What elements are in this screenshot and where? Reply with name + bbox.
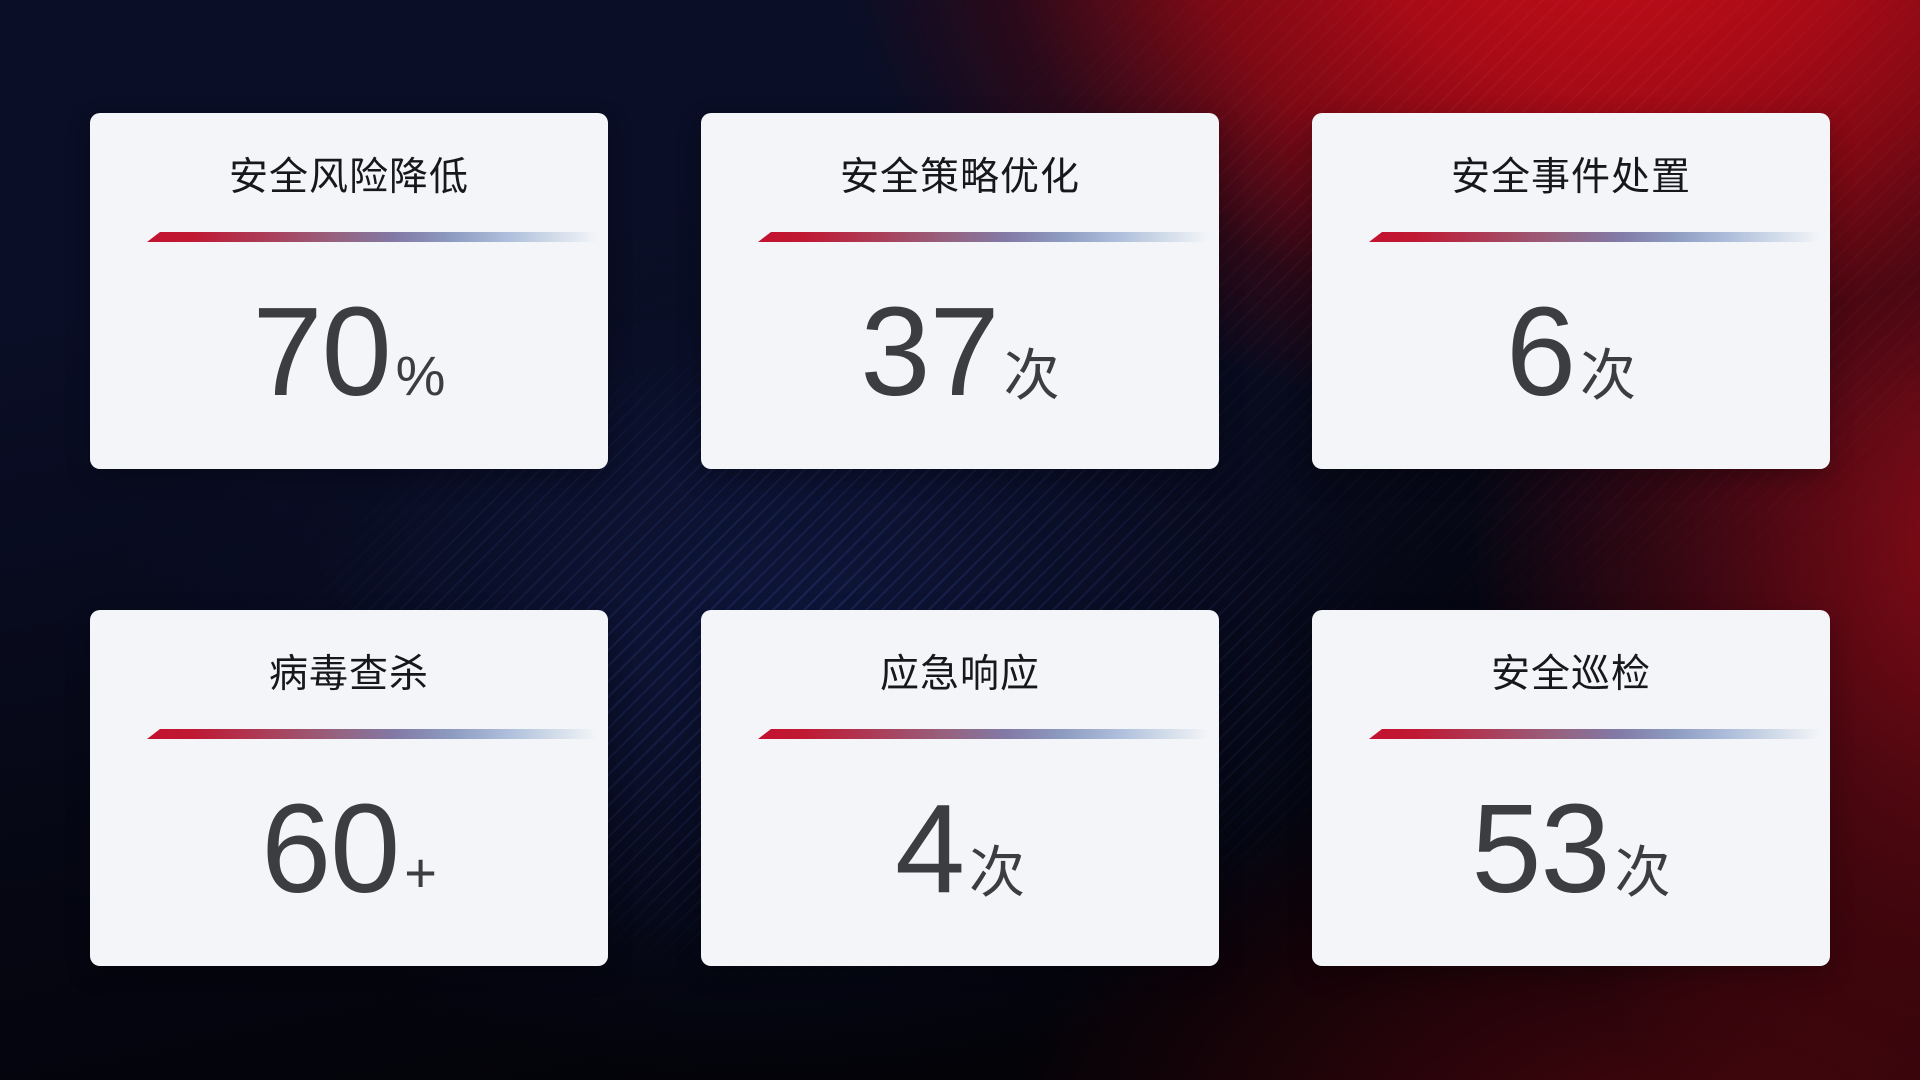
gradient-divider <box>147 232 597 242</box>
stat-value-suffix: 次 <box>1614 841 1671 904</box>
stat-value-row: 70 % <box>90 272 608 432</box>
gradient-divider <box>758 729 1208 739</box>
stat-value-suffix: 次 <box>969 841 1026 904</box>
stat-value: 6 <box>1505 281 1576 422</box>
stat-value: 4 <box>894 778 965 919</box>
stat-card-security-inspection: 安全巡检 53 次 <box>1312 610 1830 966</box>
gradient-divider <box>147 729 597 739</box>
stat-card-title: 应急响应 <box>879 653 1040 696</box>
stat-value-row: 60 + <box>90 769 608 929</box>
stat-card-policy-optimization: 安全策略优化 37 次 <box>701 113 1219 469</box>
stat-value-suffix: 次 <box>1580 344 1637 407</box>
gradient-divider <box>1369 232 1819 242</box>
gradient-divider <box>1369 729 1819 739</box>
stat-card-virus-scan: 病毒查杀 60 + <box>90 610 608 966</box>
stat-value-suffix: 次 <box>1003 344 1060 407</box>
stat-value: 37 <box>860 281 999 422</box>
stat-card-risk-reduction: 安全风险降低 70 % <box>90 113 608 469</box>
stat-value-row: 6 次 <box>1312 272 1830 432</box>
stat-card-emergency-response: 应急响应 4 次 <box>701 610 1219 966</box>
stat-card-title: 安全巡检 <box>1490 653 1651 696</box>
stat-card-title: 安全事件处置 <box>1450 156 1691 199</box>
stat-card-title: 病毒查杀 <box>268 653 429 696</box>
stat-card-title: 安全策略优化 <box>839 156 1080 199</box>
stat-card-incident-handling: 安全事件处置 6 次 <box>1312 113 1830 469</box>
stat-value: 70 <box>252 281 392 422</box>
stat-value-suffix: % <box>395 344 446 407</box>
stat-card-title: 安全风险降低 <box>228 156 469 199</box>
stat-value-suffix: + <box>404 841 437 904</box>
stat-value: 53 <box>1471 778 1610 919</box>
stat-value-row: 37 次 <box>701 272 1219 432</box>
gradient-divider <box>758 232 1208 242</box>
stat-value: 60 <box>261 778 400 919</box>
stat-value-row: 53 次 <box>1312 769 1830 929</box>
stat-value-row: 4 次 <box>701 769 1219 929</box>
stats-grid: 安全风险降低 70 % 安全策略优化 37 次 安全事件处置 6 次 病毒查 <box>90 113 1830 966</box>
